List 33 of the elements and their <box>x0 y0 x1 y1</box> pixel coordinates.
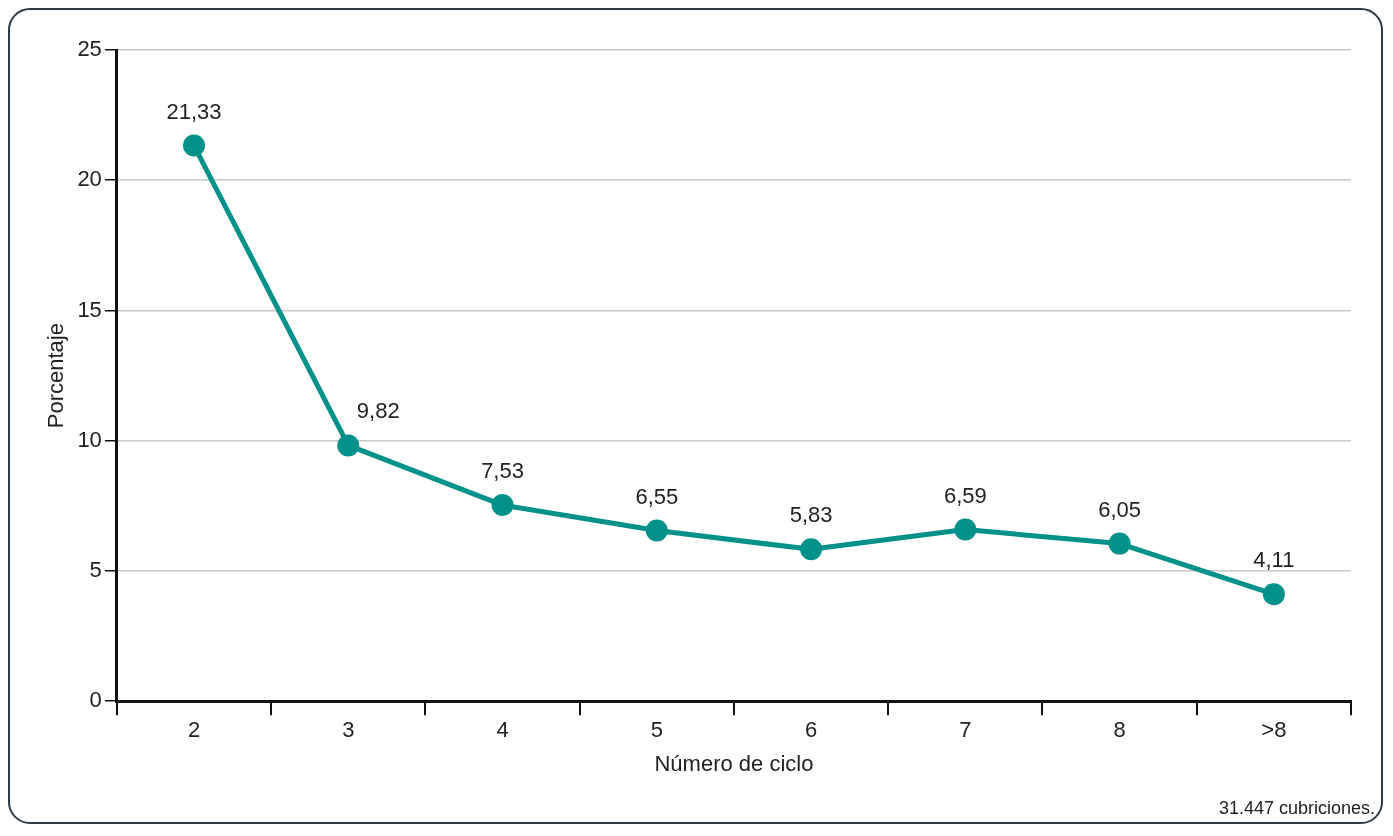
x-tick-label: >8 <box>1261 717 1287 743</box>
point <box>183 134 205 157</box>
point <box>1108 532 1131 555</box>
y-tick-label: 20 <box>77 166 102 192</box>
y-tick-label: 15 <box>77 296 102 322</box>
y-tick-label: 10 <box>77 426 102 452</box>
y-tick-label: 0 <box>89 687 102 713</box>
y-tick-label: 5 <box>89 557 102 583</box>
point <box>800 538 823 561</box>
point <box>645 519 668 542</box>
data-label: 6,59 <box>943 482 987 508</box>
data-label: 21,33 <box>166 98 222 124</box>
y-axis-title: Porcentaje <box>43 323 69 429</box>
x-tick-label: 3 <box>342 717 355 743</box>
x-tick-label: 5 <box>650 717 663 743</box>
data-label: 7,53 <box>481 458 524 484</box>
data-label: 6,05 <box>1098 496 1142 522</box>
y-tick-label: 25 <box>77 36 102 62</box>
point <box>954 518 977 541</box>
data-label: 4,11 <box>1253 547 1295 573</box>
x-tick-label: 2 <box>187 717 201 743</box>
data-label: 5,83 <box>789 502 833 528</box>
x-tick-label: 7 <box>959 717 972 743</box>
data-label: 9,82 <box>356 398 400 424</box>
data-label: 6,55 <box>635 483 679 509</box>
point <box>491 494 514 517</box>
point <box>1262 583 1285 606</box>
point <box>337 434 360 457</box>
x-tick-label: 4 <box>496 717 509 743</box>
x-tick-label: 8 <box>1113 717 1126 743</box>
x-tick-label: 6 <box>804 717 818 743</box>
text: 31.447 cubriciones. <box>1218 797 1375 818</box>
x-axis-title: Número de ciclo <box>654 750 814 776</box>
